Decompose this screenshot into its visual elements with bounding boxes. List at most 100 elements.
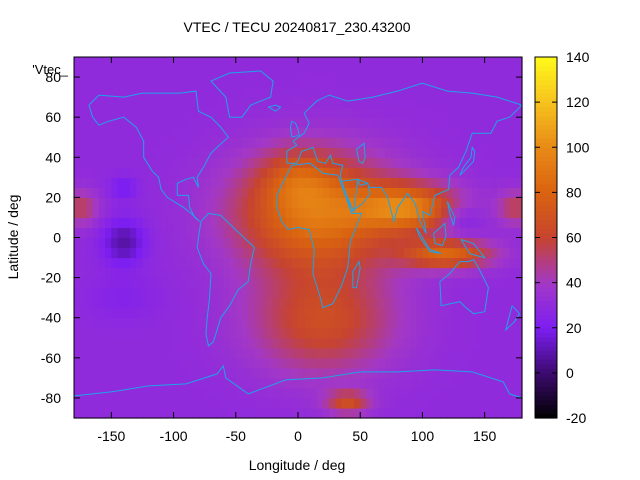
heatmap-cell: [298, 247, 305, 259]
heatmap-cell: [266, 187, 274, 198]
heatmap-cell: [490, 287, 498, 299]
heatmap-cell: [173, 87, 181, 98]
heatmap-cell: [186, 107, 193, 118]
heatmap-cell: [123, 177, 131, 188]
heatmap-cell: [410, 387, 417, 399]
heatmap-cell: [515, 227, 523, 239]
heatmap-cell: [123, 307, 131, 319]
coastline-greenland: [210, 70, 274, 118]
heatmap-cell: [416, 307, 424, 319]
heatmap-cell: [179, 257, 187, 269]
heatmap-cell: [484, 407, 492, 419]
heatmap-cell: [403, 377, 411, 389]
colorbar-segment: [535, 111, 557, 117]
heatmap-cell: [154, 227, 162, 239]
heatmap-cell: [74, 77, 81, 88]
heatmap-cell: [447, 177, 455, 188]
heatmap-cell: [422, 117, 430, 128]
heatmap-cell: [254, 127, 262, 138]
heatmap-cell: [123, 87, 131, 98]
heatmap-cell: [366, 237, 374, 249]
colorbar-segment: [535, 223, 557, 230]
heatmap-cell: [459, 77, 467, 88]
heatmap-cell: [434, 267, 442, 279]
heatmap-cell: [441, 387, 448, 399]
heatmap-cell: [217, 377, 224, 389]
heatmap-cell: [98, 237, 106, 249]
heatmap-cell: [354, 187, 361, 198]
heatmap-cell: [422, 127, 430, 138]
heatmap-cell: [515, 367, 523, 379]
heatmap-cell: [229, 227, 237, 239]
heatmap-cell: [130, 157, 137, 168]
heatmap-cell: [509, 257, 517, 269]
heatmap-cell: [80, 277, 88, 289]
heatmap-cell: [341, 177, 349, 188]
heatmap-cell: [266, 67, 274, 78]
heatmap-cell: [192, 97, 200, 108]
heatmap-cell: [260, 77, 268, 88]
heatmap-cell: [447, 217, 455, 229]
heatmap-cell: [204, 327, 212, 339]
heatmap-cell: [198, 387, 206, 399]
heatmap-cell: [298, 257, 305, 269]
heatmap-cell: [490, 187, 498, 198]
heatmap-cell: [167, 127, 175, 138]
heatmap-cell: [154, 377, 162, 389]
heatmap-cell: [453, 87, 461, 98]
heatmap-cell: [497, 407, 504, 419]
heatmap-cell: [291, 317, 299, 329]
heatmap-cell: [80, 87, 88, 98]
heatmap-cell: [217, 107, 224, 118]
heatmap-cell: [341, 317, 349, 329]
heatmap-cell: [335, 177, 343, 188]
heatmap-cell: [347, 107, 355, 118]
heatmap-cell: [186, 57, 193, 68]
heatmap-cell: [509, 137, 517, 148]
heatmap-cell: [304, 227, 312, 239]
heatmap-cell: [322, 277, 330, 289]
heatmap-cell: [210, 277, 218, 289]
heatmap-cell: [154, 177, 162, 188]
heatmap-cell: [123, 347, 131, 359]
heatmap-cell: [161, 317, 168, 329]
heatmap-cell: [217, 357, 224, 369]
heatmap-cell: [403, 227, 411, 239]
heatmap-cell: [453, 277, 461, 289]
heatmap-cell: [459, 97, 467, 108]
heatmap-cell: [378, 127, 386, 138]
heatmap-cell: [397, 347, 405, 359]
heatmap-cell: [242, 137, 249, 148]
heatmap-cell: [397, 177, 405, 188]
vtec-heatmap: [74, 57, 523, 419]
heatmap-cell: [105, 187, 112, 198]
heatmap-cell: [136, 337, 144, 349]
heatmap-cell: [98, 97, 106, 108]
heatmap-cell: [204, 127, 212, 138]
heatmap-cell: [204, 277, 212, 289]
heatmap-cell: [385, 77, 392, 88]
heatmap-cell: [329, 407, 336, 419]
heatmap-cell: [360, 67, 368, 78]
heatmap-cell: [204, 217, 212, 229]
heatmap-cell: [254, 397, 262, 409]
heatmap-cell: [459, 307, 467, 319]
heatmap-cell: [453, 217, 461, 229]
heatmap-cell: [142, 77, 150, 88]
heatmap-cell: [148, 197, 156, 209]
heatmap-cell: [354, 347, 361, 359]
heatmap-cell: [148, 97, 156, 108]
heatmap-cell: [74, 127, 81, 138]
heatmap-cell: [322, 307, 330, 319]
heatmap-cell: [74, 67, 81, 78]
heatmap-cell: [92, 317, 100, 329]
heatmap-cell: [497, 297, 504, 309]
heatmap-cell: [515, 197, 523, 209]
heatmap-cell: [105, 167, 112, 178]
heatmap-cell: [154, 77, 162, 88]
heatmap-cell: [229, 267, 237, 279]
heatmap-cell: [378, 407, 386, 419]
heatmap-cell: [235, 257, 243, 269]
heatmap-cell: [98, 307, 106, 319]
heatmap-cell: [260, 177, 268, 188]
